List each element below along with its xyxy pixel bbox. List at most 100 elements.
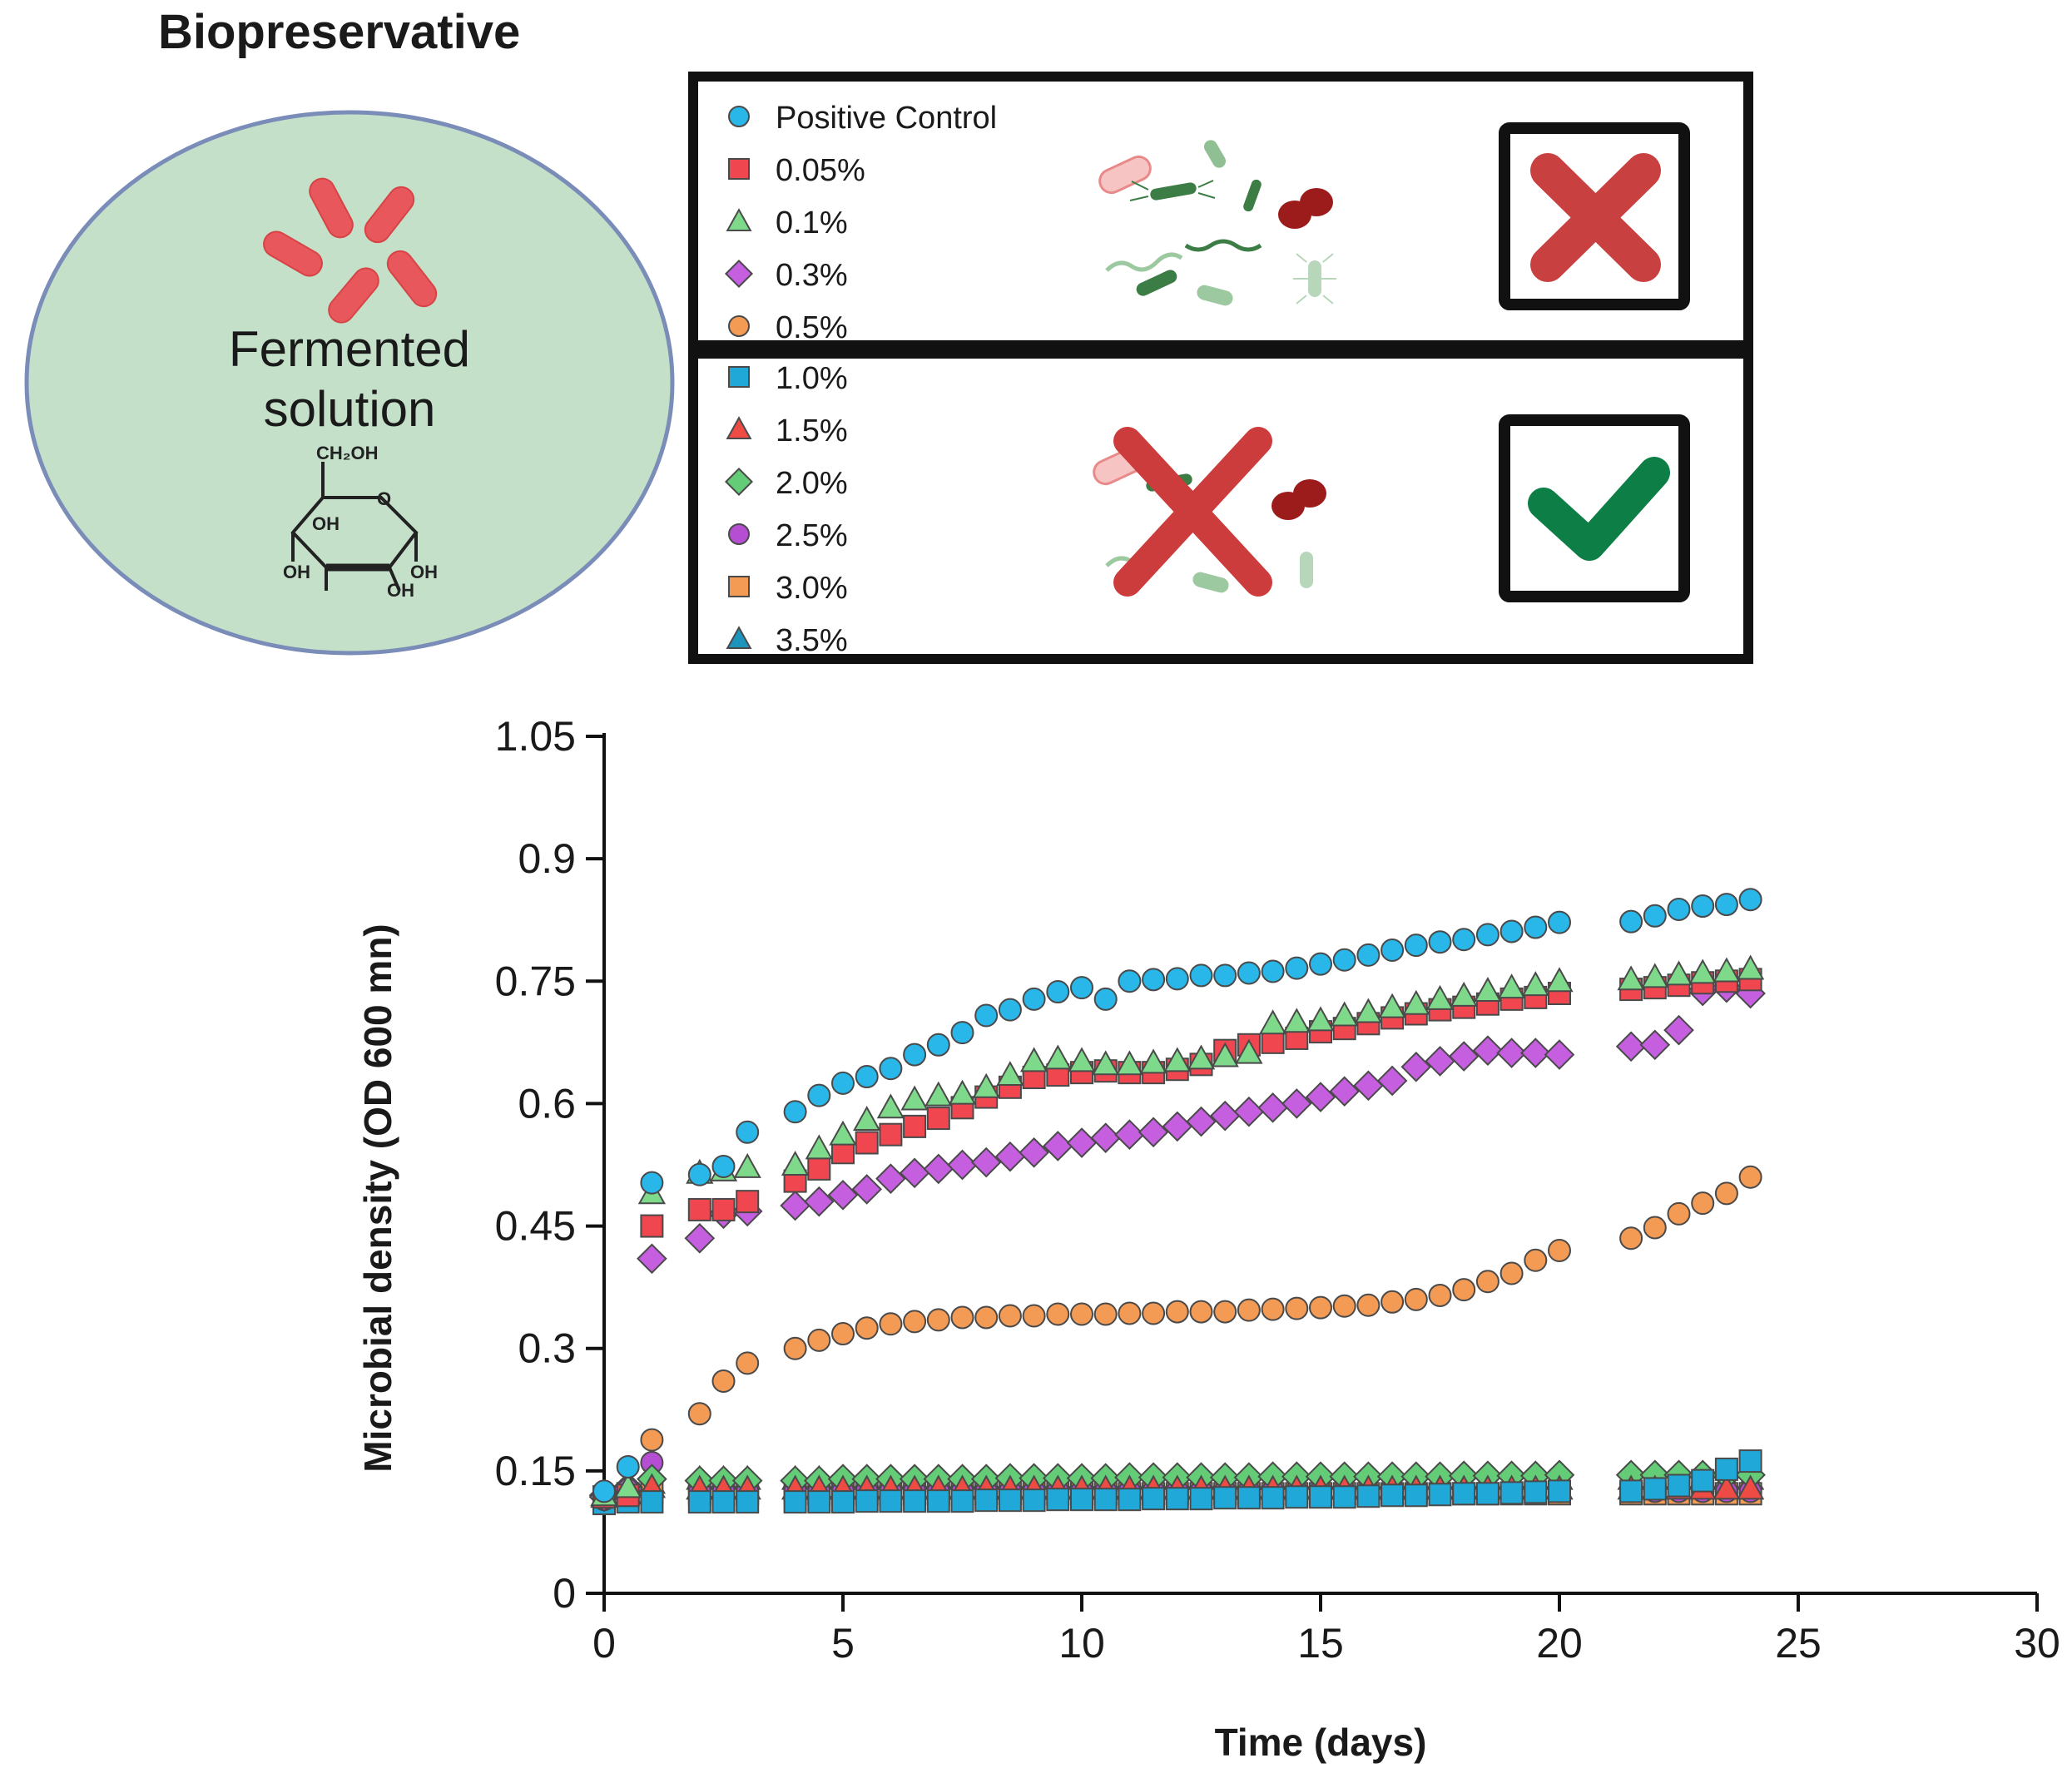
- data-point: [948, 1079, 977, 1105]
- data-point: [711, 1197, 736, 1221]
- figure-title: Biopreservative: [158, 5, 520, 59]
- y-axis-label: Microbial density (OD 600 mn): [356, 924, 399, 1472]
- data-point: [1142, 968, 1166, 992]
- data-point: [926, 1033, 950, 1057]
- data-point: [899, 1157, 930, 1189]
- data-point: [1189, 1487, 1213, 1511]
- data-point: [855, 1316, 879, 1340]
- data-point: [1524, 915, 1548, 939]
- series-group: [590, 954, 1765, 1507]
- sugar-label-oh3: OH: [410, 562, 438, 582]
- legend-label: 2.5%: [776, 518, 848, 553]
- data-point: [1617, 965, 1645, 991]
- data-point: [923, 1153, 954, 1185]
- data-point: [1282, 1008, 1311, 1033]
- solution-ellipse: [24, 110, 675, 656]
- data-point: [1738, 888, 1762, 912]
- data-point: [1118, 1301, 1142, 1325]
- data-point: [950, 1305, 974, 1330]
- data-point: [900, 1085, 929, 1111]
- data-point: [1233, 1096, 1265, 1127]
- data-point: [1138, 1117, 1169, 1148]
- data-point: [736, 1190, 760, 1214]
- data-point: [1022, 1304, 1046, 1328]
- data-point: [1093, 1302, 1118, 1326]
- data-point: [1165, 1487, 1189, 1511]
- data-point: [1524, 1480, 1548, 1504]
- data-point: [1187, 1044, 1216, 1070]
- data-point: [736, 1351, 760, 1375]
- data-point: [1305, 1082, 1336, 1112]
- sugar-label-ring-o: O: [377, 488, 391, 509]
- x-tick-label: 10: [1058, 1620, 1105, 1667]
- data-point: [687, 1197, 711, 1221]
- x-tick-label: 30: [2014, 1620, 2060, 1667]
- data-point: [1667, 1201, 1691, 1226]
- data-point: [711, 1154, 736, 1178]
- data-point: [998, 1304, 1022, 1328]
- data-point: [1329, 1076, 1361, 1107]
- legend-marker: [728, 106, 750, 127]
- data-point: [1281, 1088, 1312, 1119]
- data-point: [684, 1222, 716, 1254]
- data-point: [1404, 934, 1428, 958]
- data-point: [974, 1305, 999, 1330]
- data-point: [1332, 1294, 1356, 1318]
- data-point: [1452, 1482, 1476, 1506]
- data-point: [1070, 1488, 1093, 1512]
- data-point: [1139, 1048, 1167, 1074]
- data-point: [853, 1106, 881, 1132]
- data-point: [1499, 1481, 1524, 1505]
- sugar-label-oh2: OH: [283, 562, 310, 582]
- data-point: [1235, 1038, 1263, 1064]
- data-point: [1452, 1278, 1476, 1302]
- data-point: [1664, 960, 1693, 986]
- data-point: [711, 1369, 736, 1393]
- data-point: [1641, 963, 1669, 988]
- bacteria-rods-icon: [263, 177, 438, 324]
- legend-label: 0.5%: [776, 310, 848, 345]
- data-point: [1378, 993, 1406, 1018]
- cross-icon: [1499, 122, 1690, 310]
- data-point: [1736, 954, 1765, 980]
- data-point: [1499, 1261, 1524, 1285]
- data-point: [1738, 1165, 1762, 1189]
- data-point: [926, 1308, 950, 1332]
- data-point: [1548, 1479, 1571, 1503]
- y-tick-label: 0.3: [518, 1325, 576, 1372]
- data-point: [1186, 1106, 1217, 1137]
- x-tick-label: 5: [831, 1620, 855, 1667]
- data-point: [1497, 973, 1526, 999]
- data-point: [1165, 1300, 1189, 1324]
- data-point: [998, 998, 1022, 1022]
- legend-marker: [726, 416, 752, 440]
- data-point: [1261, 959, 1285, 983]
- data-point: [1257, 1092, 1288, 1123]
- data-point: [903, 1489, 927, 1513]
- data-point: [1738, 1449, 1762, 1473]
- data-point: [879, 1489, 903, 1513]
- glucose-structure-icon: [290, 462, 419, 592]
- data-point: [1285, 956, 1309, 980]
- data-point: [783, 1490, 807, 1514]
- data-point: [1211, 1042, 1239, 1067]
- chart: 0 0.15 0.3 0.45 0.6 0.75 0.9 1.05 0 5 10 15 20 25 30 M…: [356, 713, 2060, 1764]
- data-point: [879, 1312, 903, 1336]
- data-point: [1189, 963, 1213, 988]
- legend-entries: Positive Control 0.05% 0.1% 0.3% 0.5% 1.0% 1.5…: [724, 101, 997, 658]
- legend-marker: [728, 576, 750, 597]
- data-point: [1332, 1485, 1356, 1509]
- data-point: [1714, 893, 1738, 917]
- data-point: [1118, 1488, 1142, 1512]
- y-tick-label: 0.9: [518, 835, 576, 882]
- data-point: [1213, 1486, 1237, 1510]
- data-point: [903, 1043, 927, 1067]
- legend-marker: [726, 208, 752, 232]
- data-point: [827, 1179, 859, 1211]
- data-point: [807, 1156, 831, 1181]
- sugar-label-oh4: OH: [387, 580, 414, 601]
- x-axis-label: Time (days): [1215, 1721, 1427, 1764]
- data-point: [1213, 1300, 1237, 1324]
- data-point: [1354, 998, 1383, 1023]
- data-point: [1381, 1290, 1405, 1314]
